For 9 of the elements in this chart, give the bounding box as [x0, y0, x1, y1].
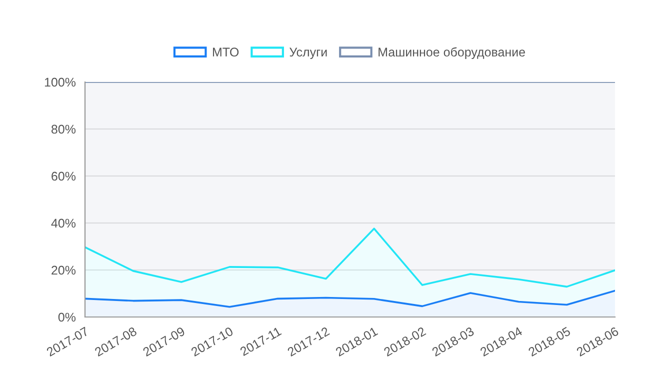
y-tick-label: 100%: [44, 78, 76, 87]
legend-label: Услуги: [290, 48, 327, 59]
y-tick-label: 20%: [52, 266, 76, 275]
legend-label: Машинное оборудование: [378, 47, 525, 59]
y-tick-label: 0%: [58, 312, 76, 322]
y-tick-label: 60%: [52, 172, 76, 181]
y-tick-label: 80%: [52, 124, 76, 134]
y-tick-label: 40%: [51, 218, 76, 228]
legend-label: МТО: [212, 48, 239, 57]
